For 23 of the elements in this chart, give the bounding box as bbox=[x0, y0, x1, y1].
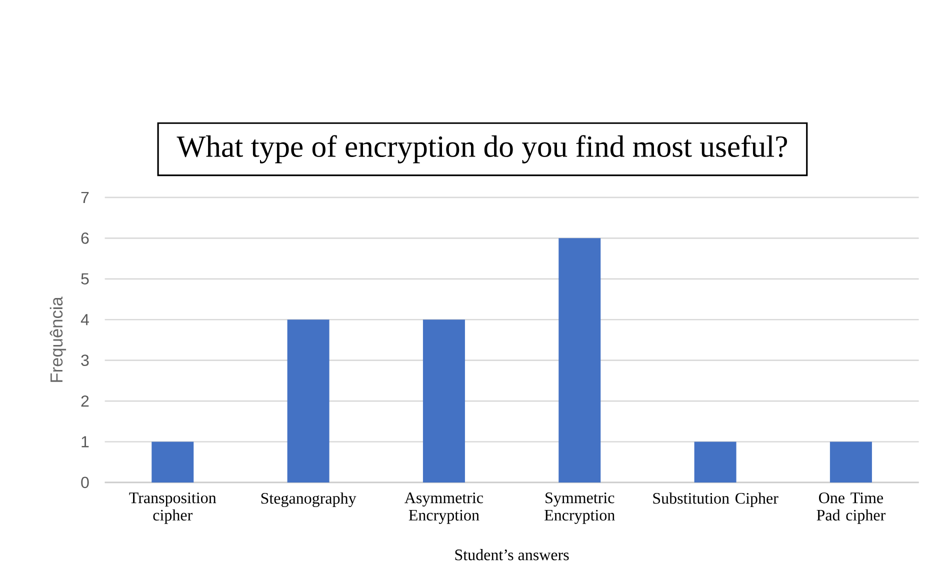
bar bbox=[152, 442, 194, 483]
y-tick-label: 0 bbox=[81, 476, 89, 488]
bar bbox=[694, 442, 736, 483]
y-tick-label: 4 bbox=[80, 314, 89, 326]
chart-title: What type of encryption do you find most useful? bbox=[176, 135, 788, 164]
bar bbox=[287, 320, 330, 483]
x-tick-label: Substitution Cipher bbox=[653, 492, 778, 508]
x-tick-label: Transposition cipher bbox=[129, 492, 216, 524]
x-axis-title: Student’s answers bbox=[455, 549, 569, 560]
y-tick-label: 3 bbox=[81, 354, 89, 366]
bar bbox=[558, 238, 601, 483]
y-tick-label: 1 bbox=[82, 436, 89, 448]
y-tick-label: 2 bbox=[81, 396, 89, 407]
y-tick-label: 5 bbox=[81, 273, 89, 285]
bar bbox=[422, 320, 465, 483]
x-tick-label: Asymmetric Encryption bbox=[404, 492, 484, 524]
bar bbox=[830, 442, 872, 483]
y-tick-label: 6 bbox=[81, 232, 89, 244]
x-tick-label: One Time Pad cipher bbox=[816, 492, 886, 524]
y-axis-title: Frequência bbox=[50, 296, 66, 382]
x-tick-label: Symmetric Encryption bbox=[544, 492, 615, 524]
x-tick-label: Steganography bbox=[261, 492, 356, 508]
y-tick-label: 7 bbox=[81, 192, 89, 204]
